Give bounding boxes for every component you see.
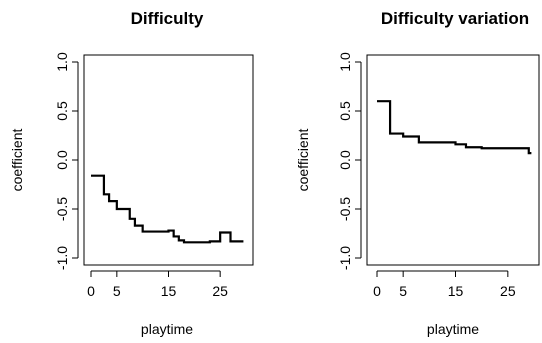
y-axis-label: coefficient [295, 128, 311, 191]
y-tick-label: 1.0 [337, 52, 353, 72]
x-tick-label: 25 [212, 283, 228, 299]
x-axis-label: playtime [427, 321, 479, 337]
y-tick-label: 0.5 [54, 101, 70, 121]
plot-frame [83, 54, 254, 266]
x-tick-label: 15 [161, 283, 177, 299]
y-tick-label: -0.5 [54, 197, 70, 221]
chart-title: Difficulty variation [381, 9, 529, 28]
y-tick-label: 0.0 [54, 150, 70, 170]
x-tick-label: 0 [373, 283, 381, 299]
y-axis-label: coefficient [9, 128, 25, 191]
y-tick-label: -1.0 [337, 246, 353, 270]
x-tick-label: 5 [399, 283, 407, 299]
x-tick-label: 15 [448, 283, 464, 299]
series-line [91, 174, 244, 244]
y-tick-label: 1.0 [54, 52, 70, 72]
plot-frame [366, 54, 540, 266]
chart-difficulty: Difficulty coefficient playtime -1.0 -0.5… [9, 9, 254, 337]
y-tick-label: -0.5 [337, 197, 353, 221]
y-tick-label: 0.5 [337, 101, 353, 121]
x-axis-label: playtime [141, 321, 193, 337]
x-tick-label: 5 [113, 283, 121, 299]
series-line [377, 100, 532, 155]
x-tick-label: 25 [500, 283, 516, 299]
y-tick-label: 0.0 [337, 150, 353, 170]
chart-title: Difficulty [131, 9, 204, 28]
y-tick-label: -1.0 [54, 246, 70, 270]
chart-difficulty-variation: Difficulty variation coefficient playtim… [295, 9, 540, 337]
x-tick-label: 0 [87, 283, 95, 299]
